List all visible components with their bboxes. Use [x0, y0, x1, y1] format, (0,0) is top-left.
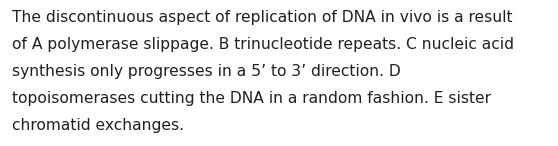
Text: of A polymerase slippage. B trinucleotide repeats. C nucleic acid: of A polymerase slippage. B trinucleotid… [12, 37, 514, 52]
Text: The discontinuous aspect of replication of DNA in vivo is a result: The discontinuous aspect of replication … [12, 10, 513, 25]
Text: synthesis only progresses in a 5’ to 3’ direction. D: synthesis only progresses in a 5’ to 3’ … [12, 64, 401, 79]
Text: chromatid exchanges.: chromatid exchanges. [12, 118, 184, 133]
Text: topoisomerases cutting the DNA in a random fashion. E sister: topoisomerases cutting the DNA in a rand… [12, 91, 491, 106]
